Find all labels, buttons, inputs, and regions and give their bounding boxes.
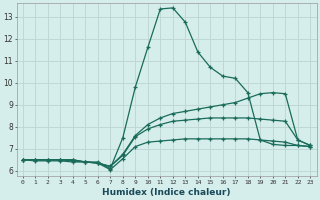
X-axis label: Humidex (Indice chaleur): Humidex (Indice chaleur) <box>102 188 231 197</box>
